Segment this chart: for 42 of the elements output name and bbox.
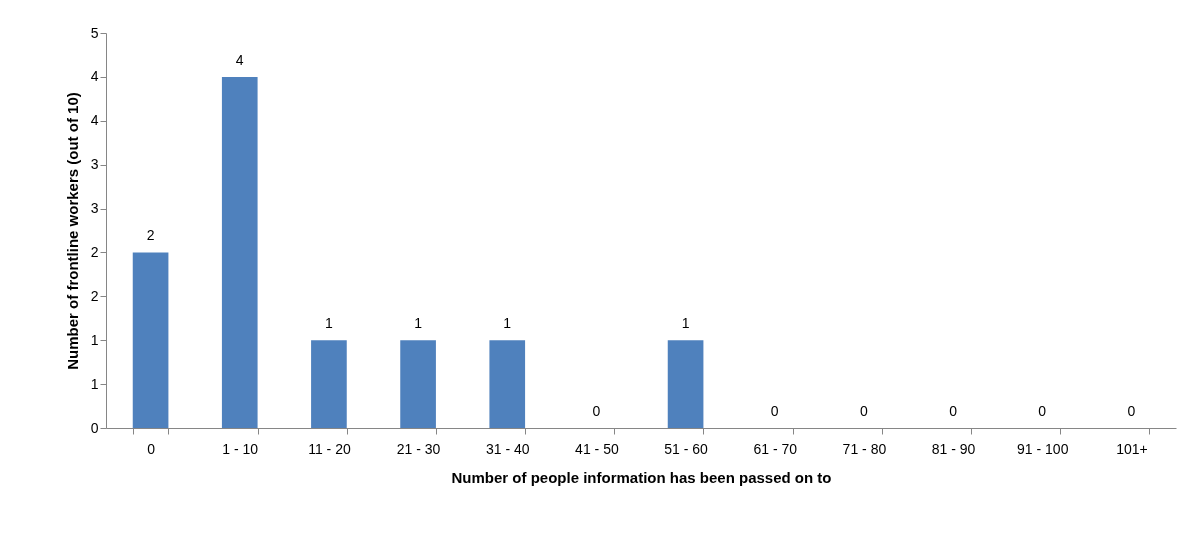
bar	[221, 76, 258, 428]
x-tick-label: 41 - 50	[575, 440, 619, 457]
bar	[132, 252, 169, 428]
x-tick-label: 61 - 70	[753, 440, 798, 457]
y-tick-label: 1	[90, 331, 99, 348]
bar	[489, 340, 526, 428]
bar	[667, 340, 704, 428]
data-label: 0	[1038, 403, 1047, 419]
y-tick-label: 4	[90, 68, 99, 85]
y-tick-label: 3	[90, 156, 99, 173]
x-tick-label: 91 - 100	[1017, 440, 1069, 457]
y-tick-label: 3	[90, 200, 99, 217]
data-label: 4	[235, 51, 244, 68]
x-tick-label: 71 - 80	[842, 440, 887, 457]
x-tick-label: 51 - 60	[664, 440, 709, 457]
data-label: 1	[414, 315, 423, 332]
y-tick-label: 1	[90, 375, 99, 392]
data-label: 0	[949, 403, 958, 419]
y-tick-label: 5	[90, 24, 99, 41]
y-axis-title: Number of frontline workers (out of 10)	[63, 92, 81, 370]
x-tick-label: 31 - 40	[485, 440, 530, 457]
y-tick-label: 0	[90, 419, 99, 436]
y-tick-label: 4	[90, 112, 99, 129]
y-tick-label: 2	[90, 287, 99, 304]
x-tick-label: 81 - 90	[931, 440, 976, 457]
data-label: 0	[860, 403, 869, 419]
data-label: 0	[1127, 403, 1136, 419]
data-label: 1	[325, 315, 334, 332]
x-tick-label: 1 - 10	[222, 440, 259, 457]
bar	[400, 340, 436, 428]
data-label: 1	[681, 315, 690, 332]
x-tick-label: 21 - 30	[396, 440, 441, 457]
data-label: 2	[146, 227, 155, 244]
data-label: 0	[592, 403, 601, 419]
x-tick-label: 11 - 20	[308, 440, 351, 457]
y-tick-label: 2	[90, 243, 99, 260]
data-label: 0	[770, 403, 779, 419]
x-tick-label: 101+	[1116, 440, 1148, 457]
bar	[311, 340, 347, 428]
data-label: 1	[503, 315, 512, 332]
x-tick-label: 0	[147, 440, 156, 457]
x-axis-title: Number of people information has been passed on to	[451, 468, 832, 486]
